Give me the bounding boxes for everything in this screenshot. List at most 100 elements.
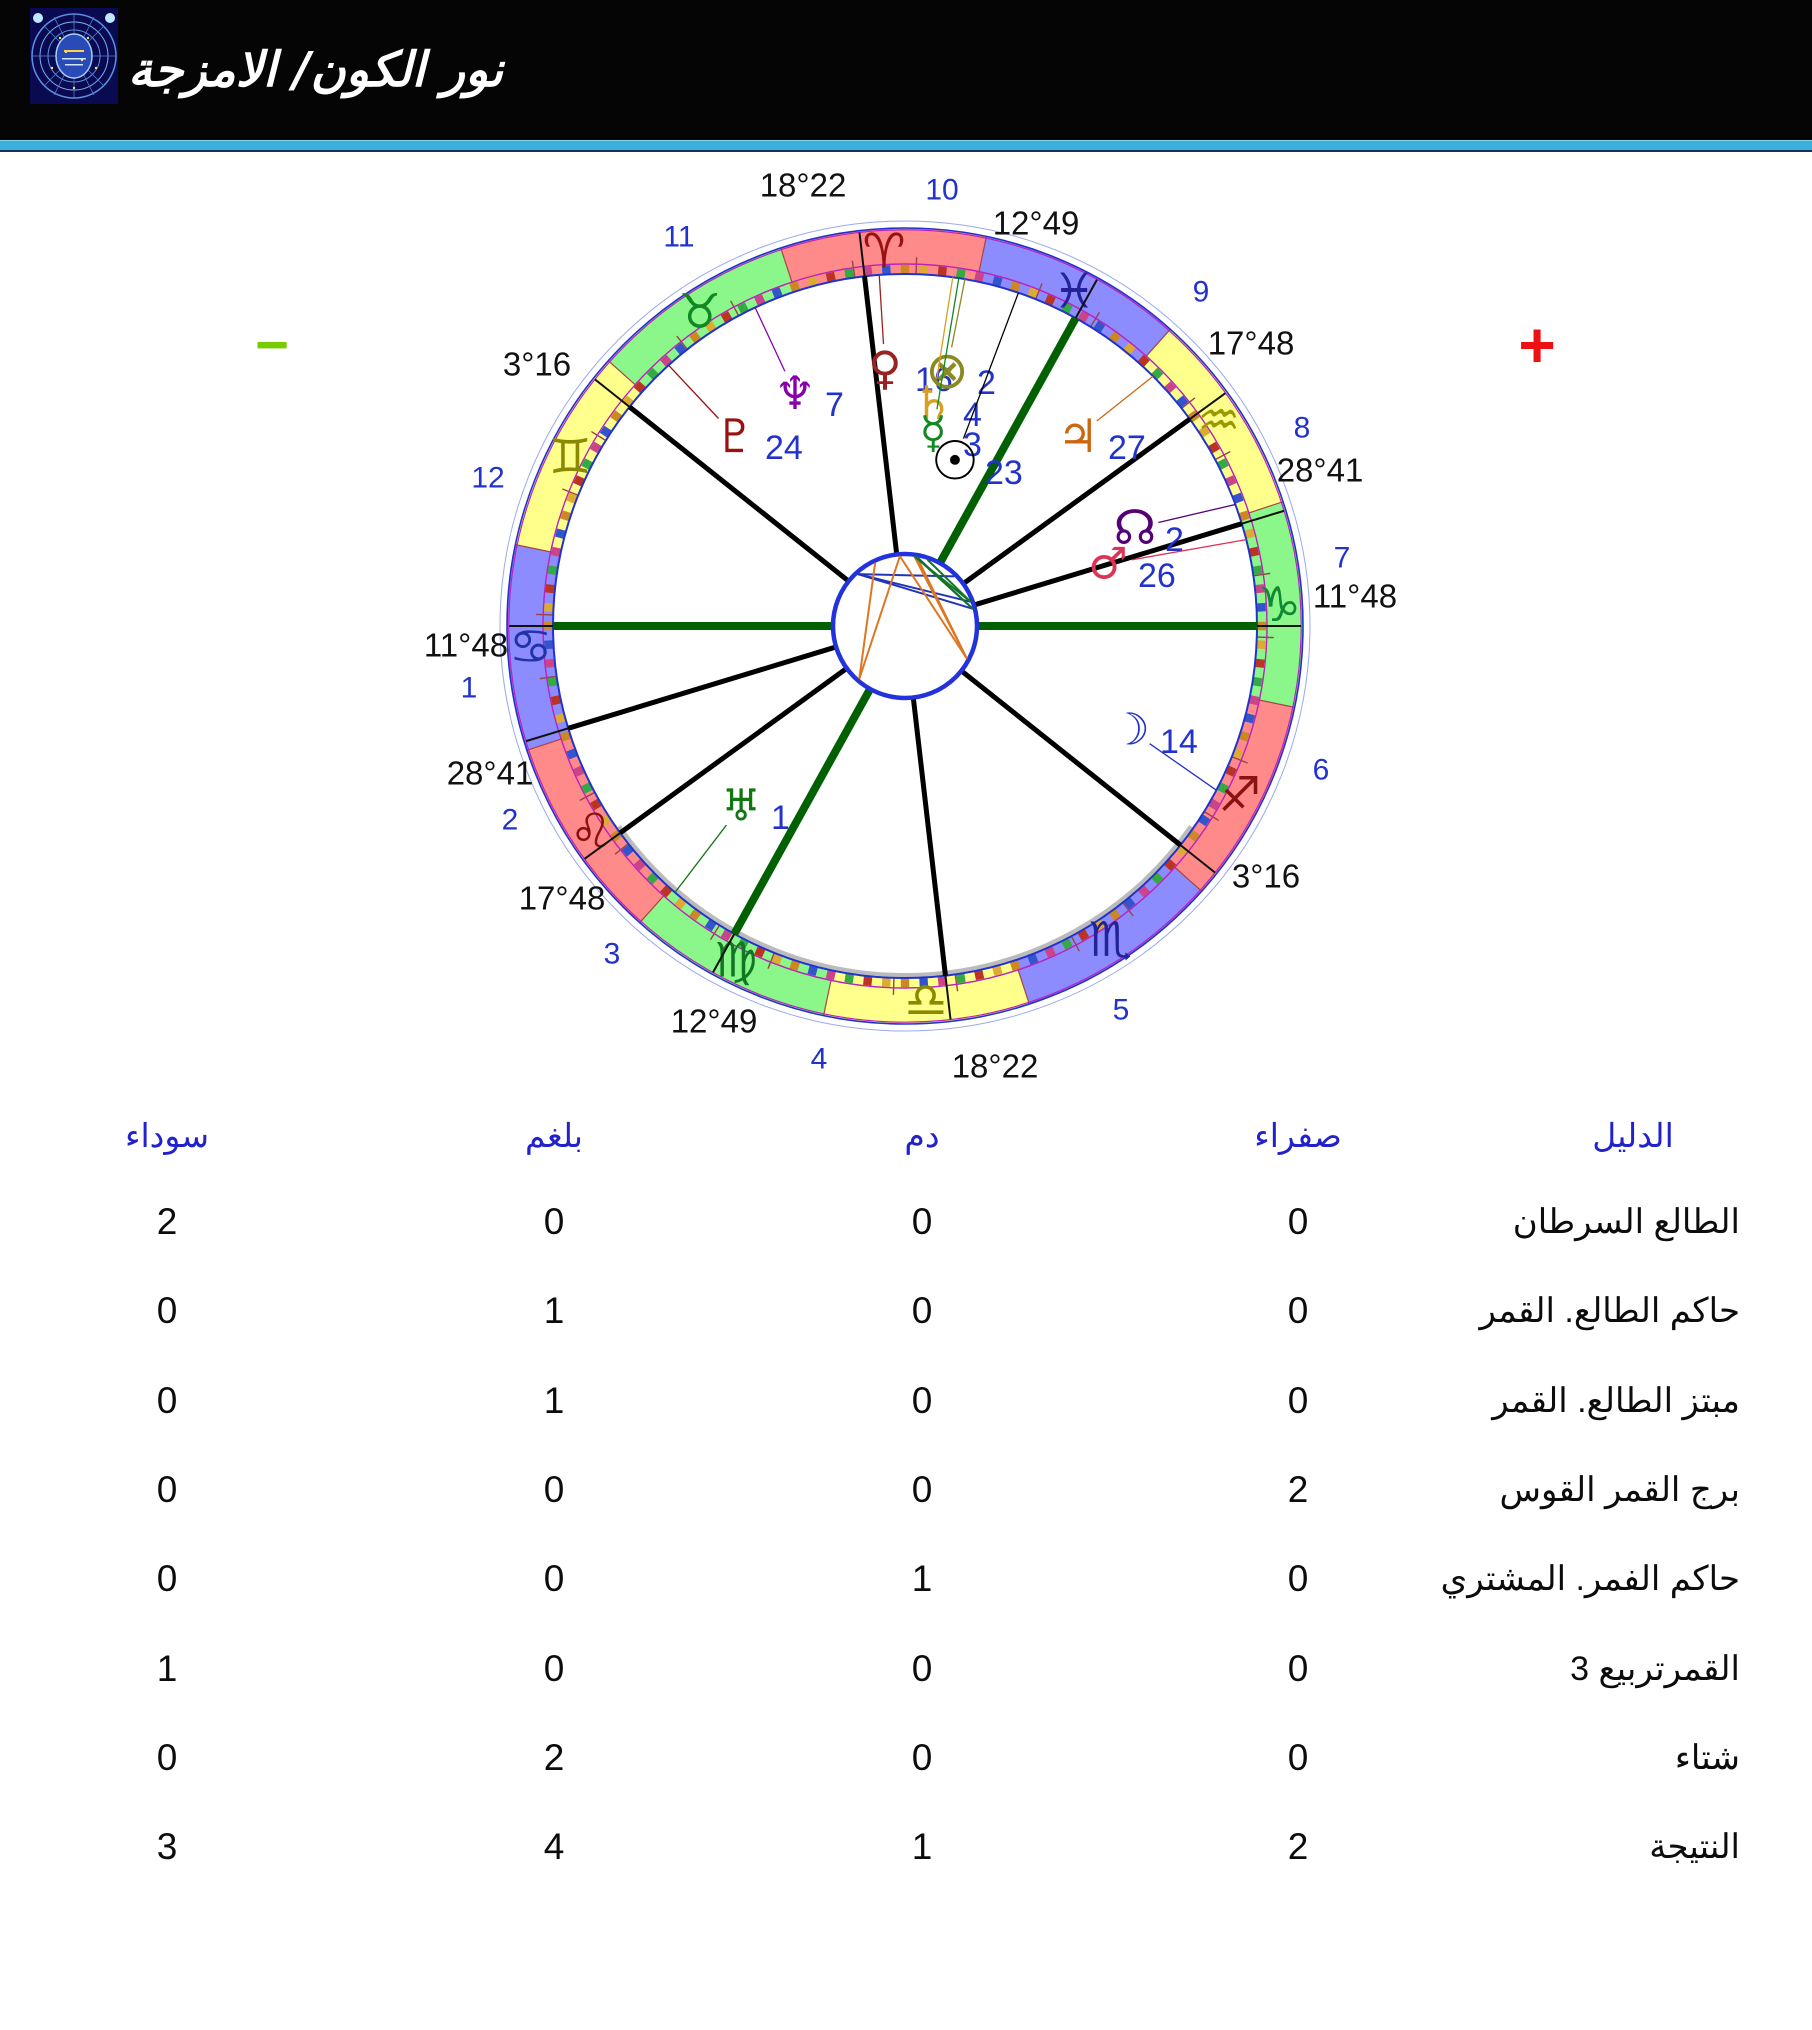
table-cell: 0 — [1287, 1558, 1309, 1600]
planet-node-glyph: ☊ — [1114, 500, 1157, 556]
table-cell: 1 — [911, 1826, 933, 1868]
checker-dot — [566, 748, 578, 760]
table-cell: 0 — [156, 1558, 178, 1600]
minus-sign: − — [255, 313, 289, 378]
house-number: 8 — [1294, 412, 1311, 445]
column-header: صفراء — [1254, 1117, 1342, 1154]
checker-dot — [956, 973, 966, 984]
table-row-label: الطالع السرطان — [1512, 1203, 1740, 1241]
cusp-degree-label: 12°49 — [993, 205, 1080, 242]
house-number: 4 — [811, 1043, 828, 1076]
house-number: 2 — [502, 804, 519, 837]
house-number: 6 — [1313, 754, 1330, 787]
house-cusp-line — [973, 521, 1243, 608]
degree-tick — [676, 335, 688, 350]
checker-dot — [545, 658, 555, 668]
planet-moon-glyph: ☽ — [1110, 705, 1149, 756]
degree-tick — [1089, 312, 1101, 328]
checker-dot — [547, 565, 558, 575]
zodiac-aries-icon: ♈ — [863, 224, 906, 280]
column-header: سوداء — [124, 1117, 210, 1154]
cusp-degree-label: 11°48 — [1313, 578, 1397, 615]
planet-venus-degree: 16 — [915, 361, 953, 399]
planet-uranus-degree: 1 — [771, 799, 790, 837]
pointer-mercury — [936, 278, 960, 410]
cusp-band-tick — [525, 727, 569, 743]
table-cell: 0 — [1287, 1379, 1309, 1421]
zodiac-cancer-icon: ♋ — [509, 619, 552, 675]
checker-dot — [919, 265, 929, 274]
checker-dot — [754, 294, 766, 306]
table-cell: 0 — [911, 1379, 933, 1421]
table-row-label: شتاء — [1674, 1738, 1740, 1777]
zodiac-pisces-icon: ♓ — [1053, 263, 1096, 319]
checker-dot — [937, 266, 947, 276]
table-cell: 0 — [543, 1468, 565, 1510]
zodiac-virgo-icon: ♍ — [714, 933, 757, 989]
degree-tick — [614, 843, 629, 855]
app-logo-icon — [30, 8, 118, 104]
axis-cusp-line — [936, 316, 1080, 565]
cusp-band-tick — [1241, 509, 1285, 525]
checker-dot — [1010, 281, 1021, 292]
aspect-line — [858, 562, 877, 680]
cusp-degree-label: 12°49 — [671, 1003, 758, 1040]
checker-dot — [863, 976, 873, 986]
checker-dot — [1239, 731, 1250, 742]
house-number: 5 — [1113, 994, 1130, 1027]
degree-tick — [709, 924, 721, 940]
table-cell: 0 — [911, 1290, 933, 1332]
degree-tick — [562, 488, 579, 496]
checker-dot — [555, 528, 566, 539]
checker-dot — [1239, 510, 1250, 521]
natal-chart-wheel: ♈♉♊♋♌♍♎♏♐♑♒♓♀16⊗2♄4☿3☉23♆7♇24♃27☊2♂26☽14… — [255, 167, 1556, 1085]
checker-dot — [1249, 546, 1260, 557]
checker-dot — [881, 265, 891, 274]
checker-dot — [844, 973, 854, 984]
house-cusp-line — [627, 404, 851, 584]
checker-dot — [754, 946, 766, 958]
checker-dot — [974, 970, 985, 981]
table-row-label: حاكم الطالع. القمر — [1479, 1292, 1740, 1331]
degree-tick — [536, 613, 554, 616]
outer-faint-circle — [499, 220, 1311, 1032]
house-number: 7 — [1334, 542, 1351, 575]
planet-sun-glyph: ☉ — [931, 430, 979, 493]
plus-sign: + — [1518, 309, 1555, 381]
house-cusp-line — [862, 276, 900, 555]
zodiac-leo-icon: ♌ — [570, 803, 613, 859]
checker-dot — [1077, 311, 1090, 323]
sign-segment-scorpio — [1014, 860, 1202, 1005]
checker-dot — [844, 268, 854, 279]
checker-dot — [1217, 782, 1229, 794]
band-outer-circle — [506, 227, 1304, 1025]
checker-dot — [1208, 441, 1220, 454]
degree-tick — [730, 300, 740, 317]
planet-moon-degree: 14 — [1160, 723, 1198, 761]
checker-dot — [720, 311, 733, 323]
cusp-band-tick — [584, 832, 621, 860]
checker-dot — [956, 268, 966, 279]
checker-dot — [737, 938, 749, 950]
checker-dot — [581, 458, 593, 470]
checker-dot — [881, 978, 891, 987]
aspect-line — [857, 573, 971, 603]
table-row-label: النتيجة — [1649, 1828, 1740, 1867]
checker-dot — [1044, 946, 1056, 958]
house-cusp-line — [961, 417, 1192, 586]
table-row-label: القمرتربيع 3 — [1570, 1649, 1740, 1688]
table-cell: 0 — [911, 1468, 933, 1510]
checker-dot — [825, 271, 836, 282]
cusp-band-tick — [1179, 844, 1216, 874]
table-cell: 0 — [543, 1647, 565, 1689]
zodiac-gemini-icon: ♊ — [549, 429, 592, 485]
checker-dot — [771, 953, 783, 965]
table-cell: 0 — [156, 1290, 178, 1332]
checker-dot — [550, 695, 561, 706]
cusp-degree-label: 28°41 — [1277, 452, 1364, 489]
table-cell: 2 — [543, 1736, 565, 1778]
house-cusp-line — [959, 668, 1183, 848]
checker-dot — [1252, 677, 1263, 687]
checker-dot — [1010, 960, 1021, 971]
checker-dot — [974, 271, 985, 282]
